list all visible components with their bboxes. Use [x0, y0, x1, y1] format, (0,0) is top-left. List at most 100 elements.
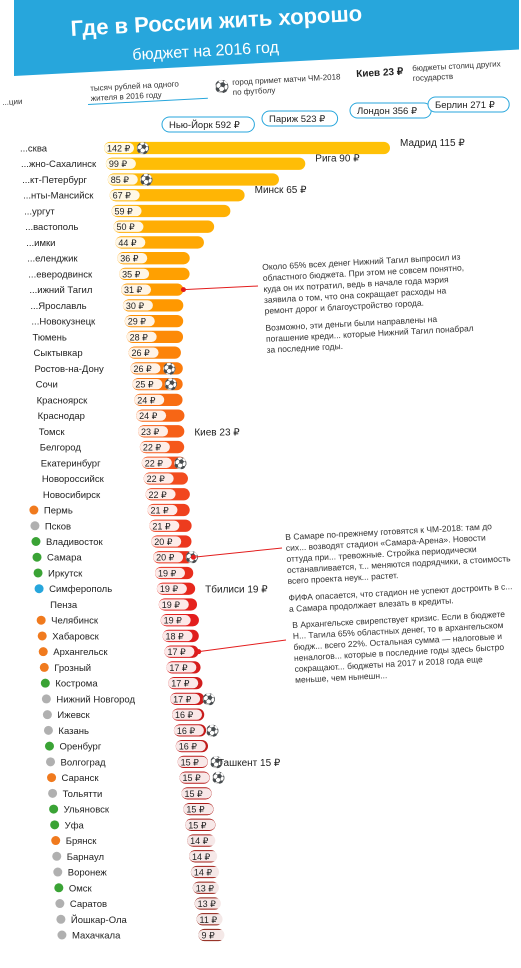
bar-value-bg	[192, 882, 223, 893]
change-badge	[43, 725, 53, 735]
city-label: Уфа	[65, 820, 85, 831]
capital-pill	[261, 110, 339, 127]
city-label: Сыктывкар	[34, 348, 83, 359]
bar-value-label: 85 ₽	[111, 175, 130, 185]
city-label: ...еверодвинск	[28, 269, 93, 280]
bar-value-label: 18 ₽	[166, 631, 185, 641]
bar-value-label: 13 ₽	[198, 899, 217, 909]
bar-value-bg	[175, 740, 206, 752]
bar-value-bg	[134, 394, 165, 405]
bar-row: 17 ₽ Грозный	[39, 661, 201, 674]
bar-value-label: 15 ₽	[181, 757, 200, 767]
bar-value-label: 19 ₽	[160, 584, 179, 594]
change-badge	[57, 930, 67, 940]
annotation-line	[198, 639, 287, 653]
bar-row: 9 ₽ Махачкала	[57, 928, 229, 942]
city-label: ...нты-Мансийск	[23, 191, 94, 202]
bar-row: 29 ₽ ...Новокузнецк	[31, 315, 184, 328]
change-badge	[38, 647, 48, 657]
bar-value-bg	[181, 788, 212, 799]
bar-value-label: 22 ₽	[149, 490, 168, 500]
bar-row: 99 ₽ ...жно-Сахалинск	[21, 157, 306, 170]
bar-row: 11 ₽ Йошкар-Ола	[56, 913, 227, 926]
bar-value-label: 16 ₽	[179, 742, 198, 752]
bar-value-label: 24 ₽	[137, 395, 156, 405]
bar	[105, 157, 306, 170]
change-badge	[40, 678, 50, 688]
bar-row: 18 ₽ Хабаровск	[37, 629, 199, 642]
city-label: Тольятти	[63, 789, 103, 800]
bar-value-bg	[162, 630, 193, 642]
city-label: Брянск	[66, 836, 98, 847]
bar-value-bg	[151, 536, 182, 547]
bar-value-bg	[177, 756, 208, 767]
bar-value-bg	[109, 190, 140, 201]
bar-value-bg	[137, 426, 168, 437]
bar-row: 22 ₽ ⚽ Екатеринбург	[41, 456, 188, 470]
annotation-line	[183, 285, 259, 291]
bar-row: 17 ₽ Архангельск	[38, 645, 199, 658]
bar-value-label: 15 ₽	[184, 789, 203, 799]
bar-value-label: 22 ₽	[147, 474, 166, 484]
city-label: Барнаул	[67, 852, 104, 863]
bar-row: 16 ₽ Оренбург	[44, 739, 208, 753]
change-badge	[55, 899, 65, 909]
city-label: Иркутск	[48, 568, 83, 579]
bar-value-bg	[153, 552, 184, 563]
note-arkh-p1: В Архангельске свирепствует кризис. Если…	[292, 608, 506, 685]
bar-value-bg	[107, 174, 138, 185]
bar-value-label: 17 ₽	[169, 663, 188, 673]
bar-value-bg	[104, 142, 134, 154]
bar	[109, 189, 245, 202]
bar-value-label: 15 ₽	[183, 773, 202, 783]
bar-value-bg	[130, 363, 161, 374]
change-badge	[42, 710, 52, 720]
bar-value-bg	[170, 693, 201, 705]
bar-row: 19 ₽ Симферополь	[34, 582, 196, 595]
city-label: Симферополь	[49, 584, 112, 595]
bar-value-label: 21 ₽	[150, 506, 169, 516]
city-label: Новосибирск	[43, 490, 101, 501]
bar-row: 22 ₽ Новороссийск	[42, 472, 188, 485]
change-badge	[49, 804, 59, 814]
bar-value-label: 67 ₽	[113, 191, 132, 201]
bar-value-bg	[128, 347, 159, 358]
bar-row: 50 ₽ ...вастополь	[25, 220, 215, 233]
bar-row: 16 ₽ Ижевск	[42, 708, 205, 721]
capital-pill	[161, 116, 255, 133]
ball-icon: ⚽	[211, 772, 226, 785]
bar-value-bg	[168, 678, 199, 689]
bar-value-label: 31 ₽	[124, 285, 143, 295]
bar-value-bg	[143, 473, 174, 484]
bar-value-bg	[160, 615, 191, 626]
bar-value-label: 142 ₽	[107, 144, 131, 154]
bar-value-label: 25 ₽	[135, 380, 154, 390]
ball-icon: ⚽	[173, 457, 188, 470]
note-tagil-p1: Около 65% всех денег Нижний Тагил выпрос…	[262, 251, 465, 316]
bar-value-bg	[113, 221, 144, 232]
bar-row: 67 ₽ ...нты-Мансийск	[23, 189, 245, 202]
bar-value-label: 17 ₽	[173, 694, 192, 704]
change-badge	[31, 537, 41, 546]
bar	[111, 204, 231, 218]
bar-value-bg	[122, 300, 153, 311]
bar-row: 15 ₽ ⚽ Саранск	[47, 771, 226, 785]
bar-row: 22 ₽ Белгород	[40, 440, 185, 454]
annotation-line	[193, 547, 283, 558]
bar-row: 13 ₽ Саратов	[55, 897, 225, 910]
bar-row: 15 ₽ Тольятти	[48, 787, 212, 800]
city-label: Пермь	[44, 506, 73, 517]
bar-row: 20 ₽ Владивосток	[31, 535, 192, 548]
change-badge	[53, 867, 63, 877]
bar-value-bg	[156, 583, 187, 594]
ball-icon: ⚽	[209, 756, 224, 769]
bar-value-label: 15 ₽	[186, 805, 205, 815]
note-tagil-p2: Возможно, эти деньги были направлены на …	[265, 313, 474, 355]
city-label: Краснодар	[38, 411, 85, 422]
bar-value-bg	[147, 504, 178, 516]
bar-value-label: 19 ₽	[158, 568, 177, 578]
bar-value-bg	[120, 284, 151, 295]
bar-value-label: 50 ₽	[116, 222, 135, 232]
bar-value-bg	[154, 567, 185, 579]
bar-value-bg	[115, 237, 146, 248]
